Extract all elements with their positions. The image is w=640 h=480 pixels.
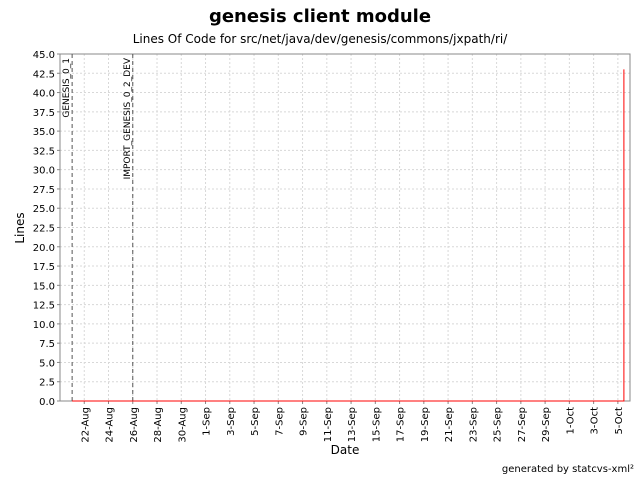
- x-tick-label: 9-Sep: [299, 407, 310, 436]
- y-tick-label: 17.5: [33, 262, 55, 273]
- x-tick-label: 25-Sep: [493, 407, 504, 442]
- y-tick-label: 0.0: [39, 397, 55, 408]
- x-tick-label: 5-Sep: [250, 407, 261, 436]
- y-tick-label: 35.0: [33, 127, 55, 138]
- y-tick-label: 30.0: [33, 166, 55, 177]
- x-tick-label: 23-Sep: [468, 407, 479, 442]
- y-tick-label: 15.0: [33, 281, 55, 292]
- tag-marker-label: GENESIS_0_1: [62, 58, 72, 118]
- x-axis-label: Date: [331, 443, 360, 457]
- y-tick-label: 12.5: [33, 301, 55, 312]
- y-tick-label: 42.5: [33, 69, 55, 80]
- x-tick-label: 28-Aug: [153, 407, 164, 443]
- x-tick-label: 13-Sep: [347, 407, 358, 442]
- footer-credit: generated by statcvs-xml²: [501, 464, 634, 475]
- y-tick-label: 37.5: [33, 108, 55, 119]
- x-tick-label: 24-Aug: [105, 407, 116, 443]
- y-tick-label: 25.0: [33, 204, 55, 215]
- tag-marker-label: IMPORT_GENESIS_0_2_DEV: [123, 57, 133, 179]
- x-tick-label: 7-Sep: [274, 407, 285, 436]
- y-tick-label: 10.0: [33, 320, 55, 331]
- x-tick-label: 1-Sep: [202, 407, 213, 436]
- chart-subtitle: Lines Of Code for src/net/java/dev/genes…: [132, 32, 508, 46]
- x-tick-label: 1-Oct: [565, 407, 576, 435]
- y-tick-label: 32.5: [33, 146, 55, 157]
- y-axis: 0.0 2.5 5.0 7.5 10.0 12.5 15.0 17.5 20.0 22.5 25.0…: [33, 50, 60, 408]
- x-tick-label: 26-Aug: [129, 407, 140, 443]
- x-tick-label: 17-Sep: [396, 407, 407, 442]
- y-tick-label: 40.0: [33, 89, 55, 100]
- x-tick-label: 29-Sep: [541, 407, 552, 442]
- chart-title: genesis client module: [208, 6, 432, 27]
- x-tick-label: 5-Oct: [614, 407, 625, 435]
- y-tick-label: 5.0: [39, 358, 55, 369]
- series-group: [72, 69, 625, 402]
- y-tick-label: 45.0: [33, 50, 55, 61]
- y-tick-label: 20.0: [33, 243, 55, 254]
- y-tick-label: 27.5: [33, 185, 55, 196]
- x-tick-label: 22-Aug: [80, 407, 91, 443]
- x-tick-label: 21-Sep: [444, 407, 455, 442]
- x-tick-label: 27-Sep: [517, 407, 528, 442]
- x-axis: 22-Aug 24-Aug 26-Aug 28-Aug 30-Aug 1-Sep 3-Sep…: [80, 401, 625, 443]
- series-line: [72, 69, 625, 402]
- x-tick-label: 19-Sep: [420, 407, 431, 442]
- x-tick-label: 15-Sep: [371, 407, 382, 442]
- y-tick-label: 2.5: [39, 378, 55, 389]
- x-tick-label: 30-Aug: [177, 407, 188, 443]
- tag-markers: GENESIS_0_1 IMPORT_GENESIS_0_2_DEV: [62, 54, 134, 401]
- grid-lines: [60, 53, 630, 402]
- y-tick-label: 7.5: [39, 339, 55, 350]
- x-tick-label: 3-Sep: [226, 407, 237, 436]
- x-tick-label: 3-Oct: [590, 407, 601, 435]
- y-axis-label: Lines: [13, 212, 27, 243]
- y-tick-label: 22.5: [33, 224, 55, 235]
- x-tick-label: 11-Sep: [323, 407, 334, 442]
